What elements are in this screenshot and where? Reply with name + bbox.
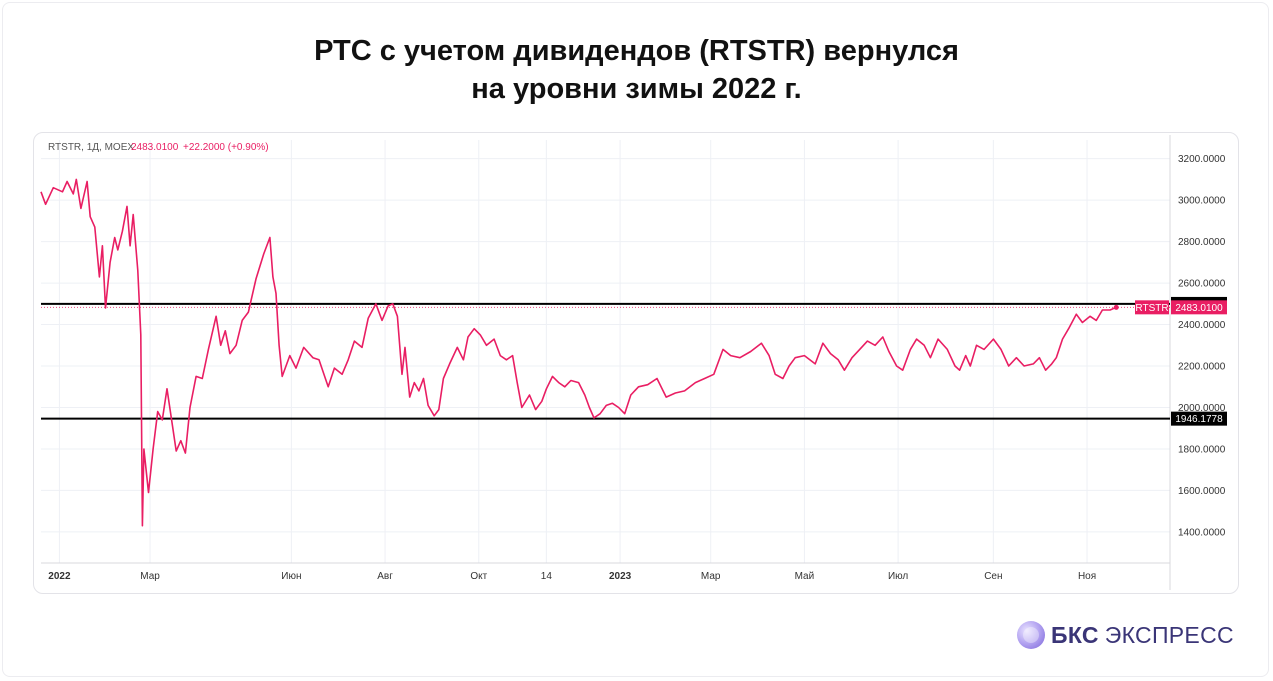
series-line-rtstr <box>40 178 1117 527</box>
x-tick-label: 2023 <box>609 571 632 582</box>
bks-logo-icon <box>1017 621 1045 649</box>
y-tick-label: 1800.0000 <box>1178 444 1226 455</box>
last-value-label: 2483.0100 <box>1175 303 1223 314</box>
last-value-box <box>1171 300 1227 315</box>
y-tick-label: 3000.0000 <box>1178 196 1226 207</box>
x-tick-label: Мар <box>140 571 160 582</box>
x-tick-label: Июн <box>281 571 301 582</box>
y-tick-label: 2800.0000 <box>1178 237 1226 248</box>
level-label-box <box>1171 411 1227 426</box>
gridlines <box>41 140 1170 563</box>
last-value-marker: RTSTR 2483.0100 <box>41 300 1227 315</box>
y-tick-label: 2200.0000 <box>1178 362 1226 373</box>
x-tick-label: Май <box>795 571 815 582</box>
chart-card <box>33 132 1239 594</box>
x-tick-label: Сен <box>984 571 1002 582</box>
x-tick-label: 2022 <box>48 571 71 582</box>
x-tick-label: Окт <box>470 571 487 582</box>
x-tick-labels: 2022 Мар Июн Авг Окт 14 2023 Мар Май Июл Сен Ноя <box>48 571 1096 582</box>
x-tick-label: Авг <box>377 571 393 582</box>
last-point <box>1113 304 1119 310</box>
x-tick-label: Июл <box>888 571 908 582</box>
logo-product: ЭКСПРЕСС <box>1104 621 1234 648</box>
legend-change: +22.2000 (+0.90%) <box>183 142 269 153</box>
y-tick-label: 2600.0000 <box>1178 279 1226 290</box>
y-tick-label: 2000.0000 <box>1178 403 1226 414</box>
legend-symbol: RTSTR, 1Д, MOEX <box>48 142 134 153</box>
headline: РТС с учетом дивидендов (RTSTR) вернулся… <box>0 32 1273 108</box>
y-tick-labels: 3200.0000 3000.0000 2800.0000 2600.0000 2400… <box>1178 154 1226 538</box>
level-lines: 2499.38321946.1778 <box>41 296 1227 426</box>
x-tick-label: 14 <box>541 571 553 582</box>
x-tick-label: Мар <box>701 571 721 582</box>
legend-price: 2483.0100 <box>131 142 179 153</box>
y-tick-label: 3200.0000 <box>1178 154 1226 165</box>
legend: RTSTR, 1Д, MOEX 2483.0100 +22.2000 (+0.9… <box>48 142 269 153</box>
headline-line-1: РТС с учетом дивидендов (RTSTR) вернулся <box>314 35 959 67</box>
headline-line-2: на уровни зимы 2022 г. <box>471 73 802 105</box>
x-tick-label: Ноя <box>1078 571 1096 582</box>
y-tick-label: 1600.0000 <box>1178 486 1226 497</box>
y-tick-label: 2400.0000 <box>1178 320 1226 331</box>
last-tag-box <box>1135 300 1169 315</box>
y-tick-label: 1400.0000 <box>1178 527 1226 538</box>
bks-express-logo: БКС ЭКСПРЕСС <box>1017 620 1234 650</box>
level-label: 1946.1778 <box>1175 414 1223 425</box>
last-tag-label: RTSTR <box>1135 303 1168 314</box>
logo-text: БКС ЭКСПРЕСС <box>1051 622 1234 649</box>
logo-brand: БКС <box>1051 621 1099 648</box>
